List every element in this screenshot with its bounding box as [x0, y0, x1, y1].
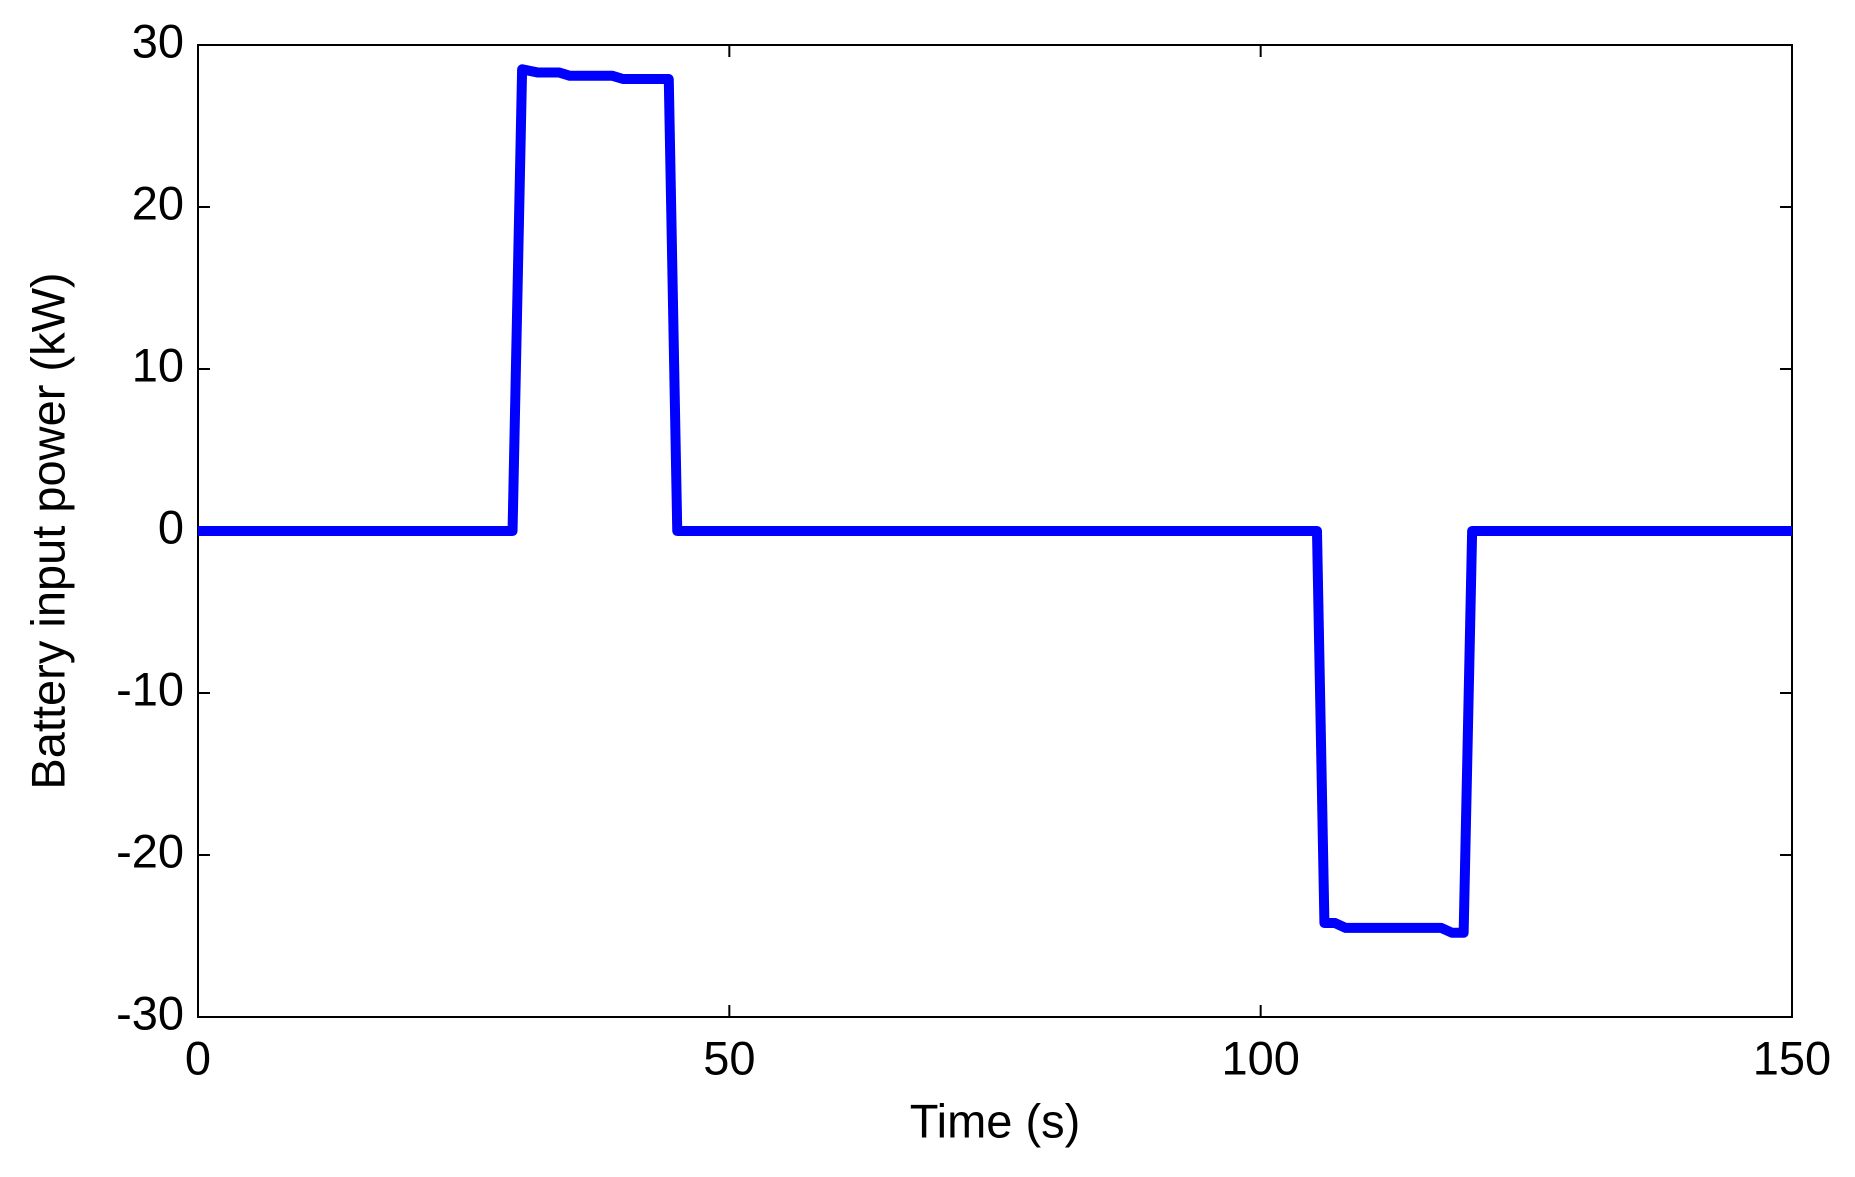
data-line: [198, 64, 1792, 938]
x-axis-label: Time (s): [910, 1094, 1081, 1147]
y-axis-label: Battery input power (kW): [21, 272, 74, 789]
x-tick-label: 0: [185, 1031, 211, 1084]
y-tick-label: -30: [116, 986, 184, 1039]
y-tick-label: -10: [116, 662, 184, 715]
y-tick-label: 0: [158, 500, 184, 553]
x-tick-label: 150: [1753, 1031, 1831, 1084]
y-tick-label: 10: [132, 338, 184, 391]
x-tick-label: 100: [1221, 1031, 1299, 1084]
x-tick-label: 50: [703, 1031, 755, 1084]
y-tick-label: 30: [132, 14, 184, 67]
y-tick-label: 20: [132, 176, 184, 229]
y-tick-label: -20: [116, 824, 184, 877]
